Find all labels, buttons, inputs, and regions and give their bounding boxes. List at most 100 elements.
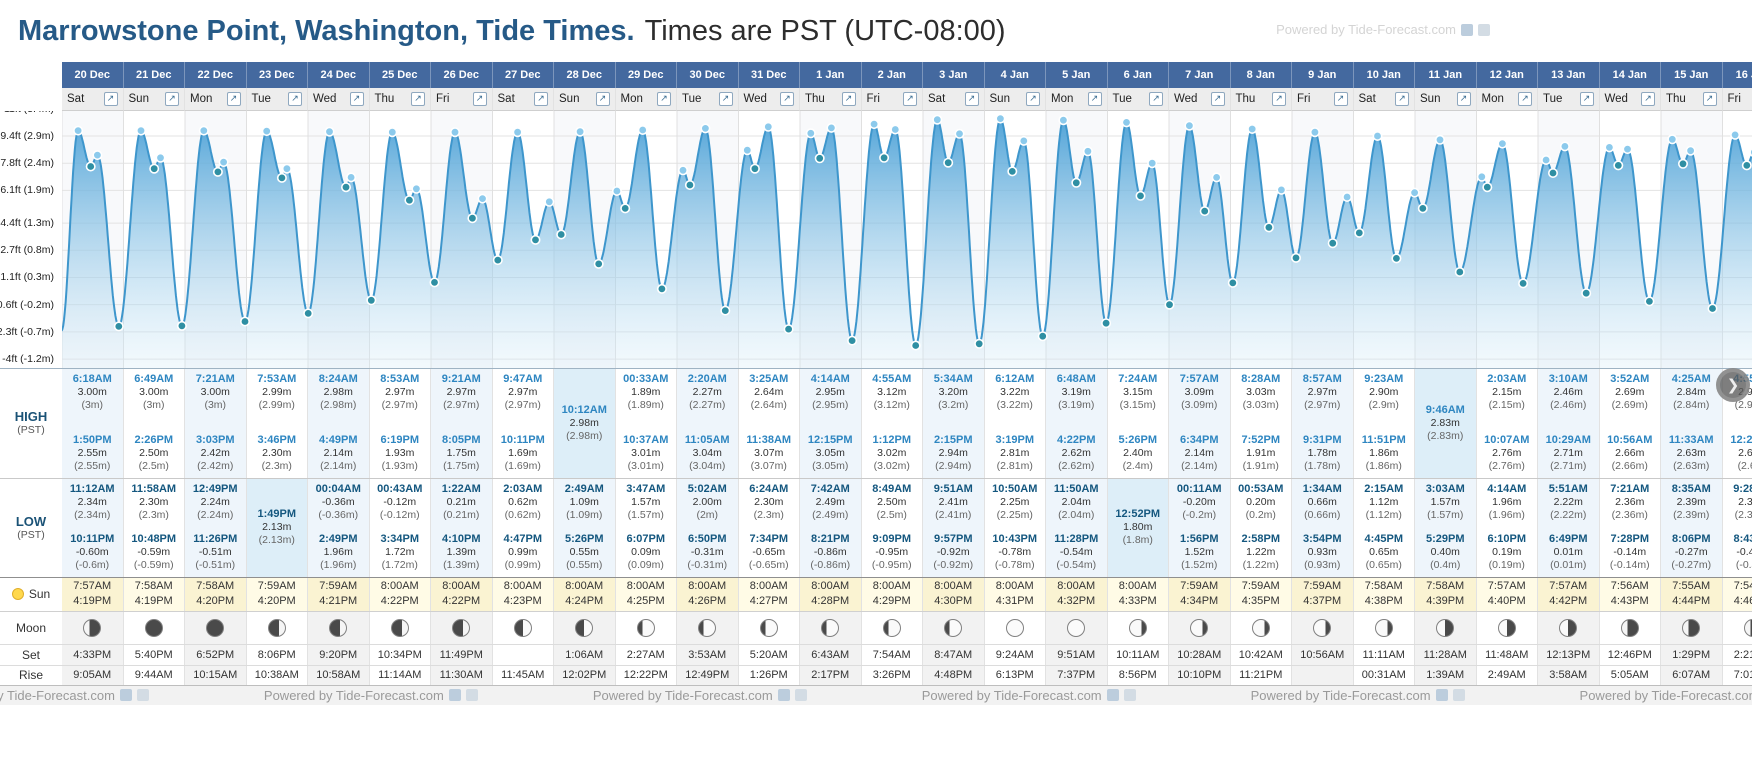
expand-day-icon[interactable]: ↗ — [411, 92, 425, 106]
expand-day-icon[interactable]: ↗ — [780, 92, 794, 106]
scroll-right-button[interactable]: ❯ — [1716, 368, 1750, 402]
tide-entry: 7:53AM 2.99m (2.99m) — [257, 373, 296, 412]
sun-times-cell: 7:59AM 4:35PM — [1230, 577, 1292, 611]
day-column: 23 Dec Tue ↗ 7:53AM 2.99m (2.99m) 3:46PM 2.3… — [246, 62, 308, 685]
sunrise-time: 7:59AM — [257, 580, 296, 592]
tide-entry: 2:58PM 1.22m (1.22m) — [1241, 533, 1280, 572]
expand-day-icon[interactable]: ↗ — [103, 92, 118, 106]
tide-entry: 4:14AM 2.95m (2.95m) — [811, 373, 850, 412]
expand-day-icon[interactable]: ↗ — [1518, 92, 1532, 106]
tide-entry: 6:48AM 3.19m (3.19m) — [1057, 373, 1096, 412]
tide-height-m: -0.36m — [321, 496, 355, 508]
tide-height-alt: (2.15m) — [1488, 399, 1525, 411]
tide-height-m: 1.91m — [1246, 447, 1276, 459]
expand-day-icon[interactable]: ↗ — [534, 92, 548, 106]
moon-phase-cell — [677, 611, 739, 644]
moon-phase-icon — [1436, 618, 1455, 637]
sunset-time: 4:30PM — [934, 595, 973, 607]
chart-column — [923, 111, 985, 368]
expand-day-icon[interactable]: ↗ — [657, 92, 671, 106]
tide-entry: 3:34PM 1.72m (1.72m) — [380, 533, 419, 572]
sunset-time: 4:46PM — [1733, 595, 1752, 607]
tide-time: 8:43PM — [1733, 533, 1752, 545]
dow-label: Fri — [1727, 93, 1741, 105]
tide-height-alt: (0.19m) — [1488, 559, 1525, 571]
tide-time: 12:15PM — [807, 434, 853, 446]
tide-time: 7:57AM — [1179, 373, 1219, 385]
tide-height-m: -0.51m — [198, 546, 232, 558]
expand-day-icon[interactable]: ↗ — [1210, 92, 1225, 106]
tide-height-alt: (2.42m) — [197, 460, 234, 472]
expand-day-icon[interactable]: ↗ — [1333, 92, 1348, 106]
tide-entry: 2:49AM 1.09m (1.09m) — [565, 483, 604, 522]
expand-day-icon[interactable]: ↗ — [472, 92, 487, 106]
dow-label: Sat — [928, 93, 946, 105]
high-tide-cell: 3:10AM 2.46m (2.46m) 10:29AM 2.71m (2.71m) — [1538, 368, 1600, 478]
expand-day-icon[interactable]: ↗ — [165, 92, 179, 106]
expand-day-icon[interactable]: ↗ — [226, 92, 241, 106]
day-column: 7 Jan Wed ↗ 7:57AM 3.09m (3.09m) 6:34PM 2.14… — [1169, 62, 1231, 685]
tide-height-m: 2.25m — [1000, 496, 1030, 508]
day-column: 28 Dec Sun ↗ 10:12AM 2.98m (2.98m) 2:49AM 1… — [554, 62, 616, 685]
tide-entry: 3:19PM 2.81m (2.81m) — [995, 434, 1034, 473]
expand-day-icon[interactable]: ↗ — [1641, 92, 1655, 106]
expand-day-icon[interactable]: ↗ — [1272, 92, 1286, 106]
sunrise-time: 7:57AM — [1549, 580, 1588, 592]
expand-day-icon[interactable]: ↗ — [1702, 92, 1717, 106]
tide-entry: 2:26PM 2.50m (2.5m) — [134, 434, 173, 473]
tide-entry: 4:47PM 0.99m (0.99m) — [503, 533, 542, 572]
tide-entry: 00:04AM -0.36m (-0.36m) — [316, 483, 361, 522]
expand-day-icon[interactable]: ↗ — [1579, 92, 1594, 106]
moonrise-cell: 4:48PM — [923, 665, 985, 685]
tide-height-m: 1.72m — [385, 546, 415, 558]
tide-height-m: 1.96m — [1492, 496, 1522, 508]
expand-day-icon[interactable]: ↗ — [349, 92, 364, 106]
expand-day-icon[interactable]: ↗ — [1149, 92, 1163, 106]
tide-entry: 8:49AM 2.50m (2.5m) — [872, 483, 911, 522]
high-tide-cell: 10:12AM 2.98m (2.98m) — [554, 368, 616, 478]
tide-height-alt: (2.13m) — [258, 534, 295, 546]
expand-day-icon[interactable]: ↗ — [1087, 92, 1102, 106]
dow-header: Sun ↗ — [123, 88, 185, 111]
high-tide-cell: 6:49AM 3.00m (3m) 2:26PM 2.50m (2.5m) — [123, 368, 185, 478]
tide-height-m: 1.09m — [569, 496, 599, 508]
sunrise-time: 8:00AM — [872, 580, 911, 592]
dow-header: Mon ↗ — [1046, 88, 1108, 111]
tide-height-m: 1.96m — [323, 546, 353, 558]
expand-day-icon[interactable]: ↗ — [1395, 92, 1409, 106]
moonset-cell: 2:27AM — [615, 644, 677, 665]
moon-phase-icon — [1682, 618, 1701, 637]
expand-day-icon[interactable]: ↗ — [1456, 92, 1471, 106]
tide-entry: 3:10AM 2.46m (2.46m) — [1549, 373, 1588, 412]
tide-time: 2:03AM — [1487, 373, 1527, 385]
tide-time: 12:49PM — [192, 483, 238, 495]
tide-entry: 10:11PM -0.60m (-0.6m) — [70, 533, 114, 572]
tide-time: 6:49AM — [134, 373, 174, 385]
tide-height-alt: (1.69m) — [504, 460, 541, 472]
watermark: Powered by Tide-Forecast.com — [264, 688, 478, 703]
expand-day-icon[interactable]: ↗ — [718, 92, 733, 106]
sun-times-cell: 7:59AM 4:34PM — [1169, 577, 1231, 611]
expand-day-icon[interactable]: ↗ — [595, 92, 610, 106]
expand-day-icon[interactable]: ↗ — [1026, 92, 1040, 106]
tide-height-alt: (1.72m) — [381, 559, 418, 571]
tide-height-m: -0.40m — [1736, 546, 1752, 558]
tide-height-m: 2.55m — [77, 447, 107, 459]
moonset-row-label: Set — [0, 644, 62, 665]
date-header: 8 Jan — [1230, 62, 1292, 88]
dow-header: Thu ↗ — [1230, 88, 1292, 111]
expand-day-icon[interactable]: ↗ — [841, 92, 856, 106]
tide-height-alt: (0.93m) — [1304, 559, 1341, 571]
expand-day-icon[interactable]: ↗ — [964, 92, 979, 106]
axis-tick-label: -4ft (-1.2m) — [2, 353, 54, 366]
day-column: 4 Jan Sun ↗ 6:12AM 3.22m (3.22m) 3:19PM 2.81… — [984, 62, 1046, 685]
tide-height-m: 2.24m — [200, 496, 230, 508]
dow-label: Wed — [1174, 93, 1198, 105]
date-header: 22 Dec — [185, 62, 247, 88]
tide-entry: 10:07AM 2.76m (2.76m) — [1484, 434, 1529, 473]
expand-day-icon[interactable]: ↗ — [288, 92, 302, 106]
tide-entry: 7:42AM 2.49m (2.49m) — [811, 483, 850, 522]
expand-day-icon[interactable]: ↗ — [903, 92, 917, 106]
tide-height-m: 1.12m — [1369, 496, 1399, 508]
tide-entry: 9:51AM 2.41m (2.41m) — [934, 483, 973, 522]
